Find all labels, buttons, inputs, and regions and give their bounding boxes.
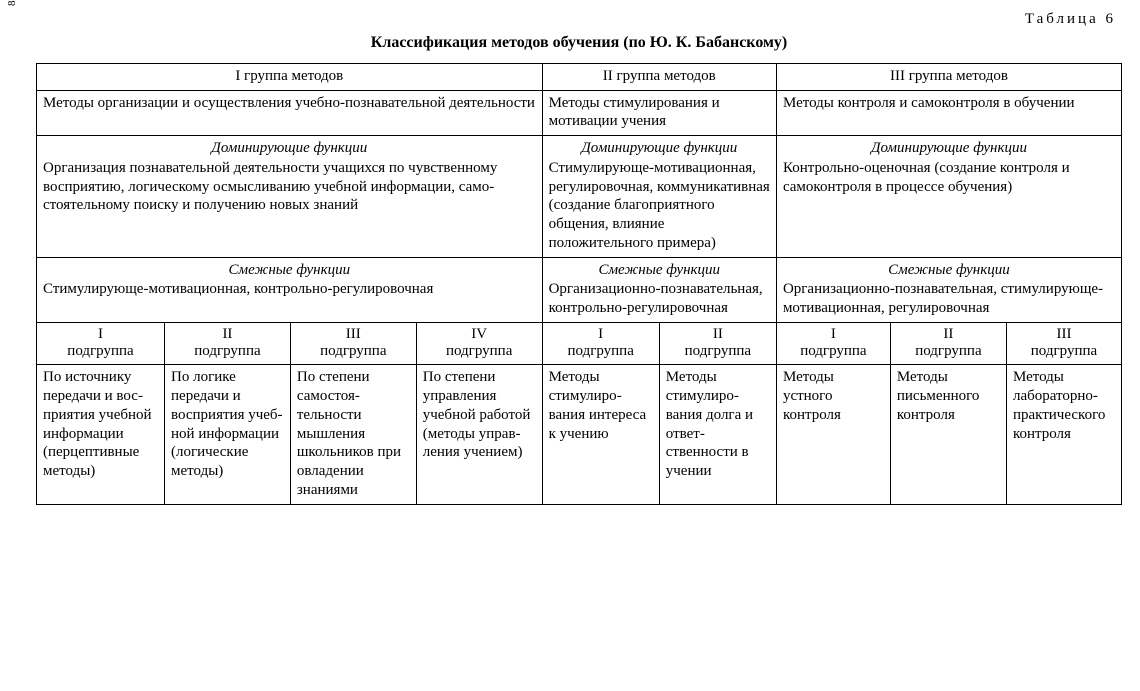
subgroup-word: подгруппа bbox=[297, 343, 410, 360]
group-3-adjacent: Смежные функции Организационно-познавате… bbox=[776, 257, 1121, 322]
group-1-methods: Методы организации и осуществления учебн… bbox=[37, 90, 543, 136]
subgroup-roman: III bbox=[297, 326, 410, 343]
subgroup-word: подгруппа bbox=[43, 343, 158, 360]
page: 8 Таблица 6 Классификация методов обучен… bbox=[0, 0, 1140, 691]
group-2-adjacent: Смежные функции Организационно-позна­ват… bbox=[542, 257, 776, 322]
table-row: I группа методов II группа методов III г… bbox=[37, 63, 1122, 90]
group-1-dominant-text: Организация познавательной деятельности … bbox=[43, 160, 497, 214]
group-2-dominant: Доминирующие функции Стимулирующе-мотива… bbox=[542, 136, 776, 258]
subgroup-6-header: II подгруппа bbox=[659, 322, 776, 365]
subgroup-8-desc: Методы письменно­го контроля bbox=[890, 365, 1006, 504]
subgroup-6-desc: Методы стимулиро­вания долга и ответ­ств… bbox=[659, 365, 776, 504]
table-row: Смежные функции Стимулирующе-мотивационн… bbox=[37, 257, 1122, 322]
subgroup-1-header: I подгруппа bbox=[37, 322, 165, 365]
page-side-number: 8 bbox=[6, 0, 20, 6]
subgroup-roman: I bbox=[43, 326, 158, 343]
subgroup-word: подгруппа bbox=[423, 343, 536, 360]
subgroup-word: подгруппа bbox=[783, 343, 884, 360]
classification-table: I группа методов II группа методов III г… bbox=[36, 63, 1122, 505]
group-3-header: III группа методов bbox=[776, 63, 1121, 90]
subgroup-8-header: II подгруппа bbox=[890, 322, 1006, 365]
page-title: Классификация методов обучения (по Ю. К.… bbox=[36, 33, 1122, 53]
subgroup-7-header: I подгруппа bbox=[776, 322, 890, 365]
adjacent-label: Смежные функции bbox=[783, 261, 1115, 280]
subgroup-roman: II bbox=[897, 326, 1000, 343]
group-1-adjacent: Смежные функции Стимулирующе-мотивационн… bbox=[37, 257, 543, 322]
subgroup-roman: II bbox=[666, 326, 770, 343]
dominant-label: Доминирующие функции bbox=[549, 139, 770, 158]
subgroup-3-desc: По степени самостоя­тельности мышления ш… bbox=[290, 365, 416, 504]
group-3-methods: Методы контроля и самоконтроля в обучени… bbox=[776, 90, 1121, 136]
group-2-methods: Методы стимулирова­ния и мотивации учени… bbox=[542, 90, 776, 136]
group-3-dominant: Доминирующие функции Контрольно-оценочна… bbox=[776, 136, 1121, 258]
table-row: I подгруппа II подгруппа III подгруппа I… bbox=[37, 322, 1122, 365]
adjacent-label: Смежные функции bbox=[549, 261, 770, 280]
subgroup-roman: IV bbox=[423, 326, 536, 343]
group-2-adjacent-text: Организационно-позна­вательная, контроль… bbox=[549, 281, 763, 316]
adjacent-label: Смежные функции bbox=[43, 261, 536, 280]
subgroup-roman: I bbox=[783, 326, 884, 343]
table-number: Таблица 6 bbox=[36, 10, 1116, 29]
subgroup-word: подгруппа bbox=[897, 343, 1000, 360]
subgroup-7-desc: Методы устного контроля bbox=[776, 365, 890, 504]
group-1-dominant: Доминирующие функции Организация познава… bbox=[37, 136, 543, 258]
table-row: Методы организации и осуществления учебн… bbox=[37, 90, 1122, 136]
group-1-adjacent-text: Стимулирующе-мотивационная, контрольно-р… bbox=[43, 281, 433, 297]
dominant-label: Доминирующие функции bbox=[783, 139, 1115, 158]
group-2-header: II группа методов bbox=[542, 63, 776, 90]
subgroup-word: подгруппа bbox=[171, 343, 284, 360]
subgroup-4-header: IV подгруппа bbox=[416, 322, 542, 365]
subgroup-9-desc: Методы лаборатор­но-практи­ческого контр… bbox=[1006, 365, 1121, 504]
subgroup-word: подгруппа bbox=[549, 343, 653, 360]
subgroup-9-header: III подгруппа bbox=[1006, 322, 1121, 365]
subgroup-5-desc: Методы стимулиро­вания инте­реса к уче­н… bbox=[542, 365, 659, 504]
group-2-dominant-text: Стимулирующе-мотива­ционная, регулировоч… bbox=[549, 160, 770, 251]
subgroup-word: подгруппа bbox=[1013, 343, 1115, 360]
subgroup-roman: III bbox=[1013, 326, 1115, 343]
subgroup-1-desc: По источ­нику пере­дачи и вос­приятия уч… bbox=[37, 365, 165, 504]
subgroup-roman: II bbox=[171, 326, 284, 343]
subgroup-2-desc: По логике передачи и восприя­тия учеб­но… bbox=[165, 365, 291, 504]
group-1-header: I группа методов bbox=[37, 63, 543, 90]
table-row: Доминирующие функции Организация познава… bbox=[37, 136, 1122, 258]
group-3-adjacent-text: Организационно-познавательная, стимулиру… bbox=[783, 281, 1103, 316]
table-row: По источ­нику пере­дачи и вос­приятия уч… bbox=[37, 365, 1122, 504]
subgroup-5-header: I подгруппа bbox=[542, 322, 659, 365]
dominant-label: Доминирующие функции bbox=[43, 139, 536, 158]
subgroup-4-desc: По степени управления учебной ра­ботой (… bbox=[416, 365, 542, 504]
subgroup-3-header: III подгруппа bbox=[290, 322, 416, 365]
group-3-dominant-text: Контрольно-оценочная (создание контроля … bbox=[783, 160, 1070, 195]
subgroup-roman: I bbox=[549, 326, 653, 343]
subgroup-2-header: II подгруппа bbox=[165, 322, 291, 365]
subgroup-word: подгруппа bbox=[666, 343, 770, 360]
